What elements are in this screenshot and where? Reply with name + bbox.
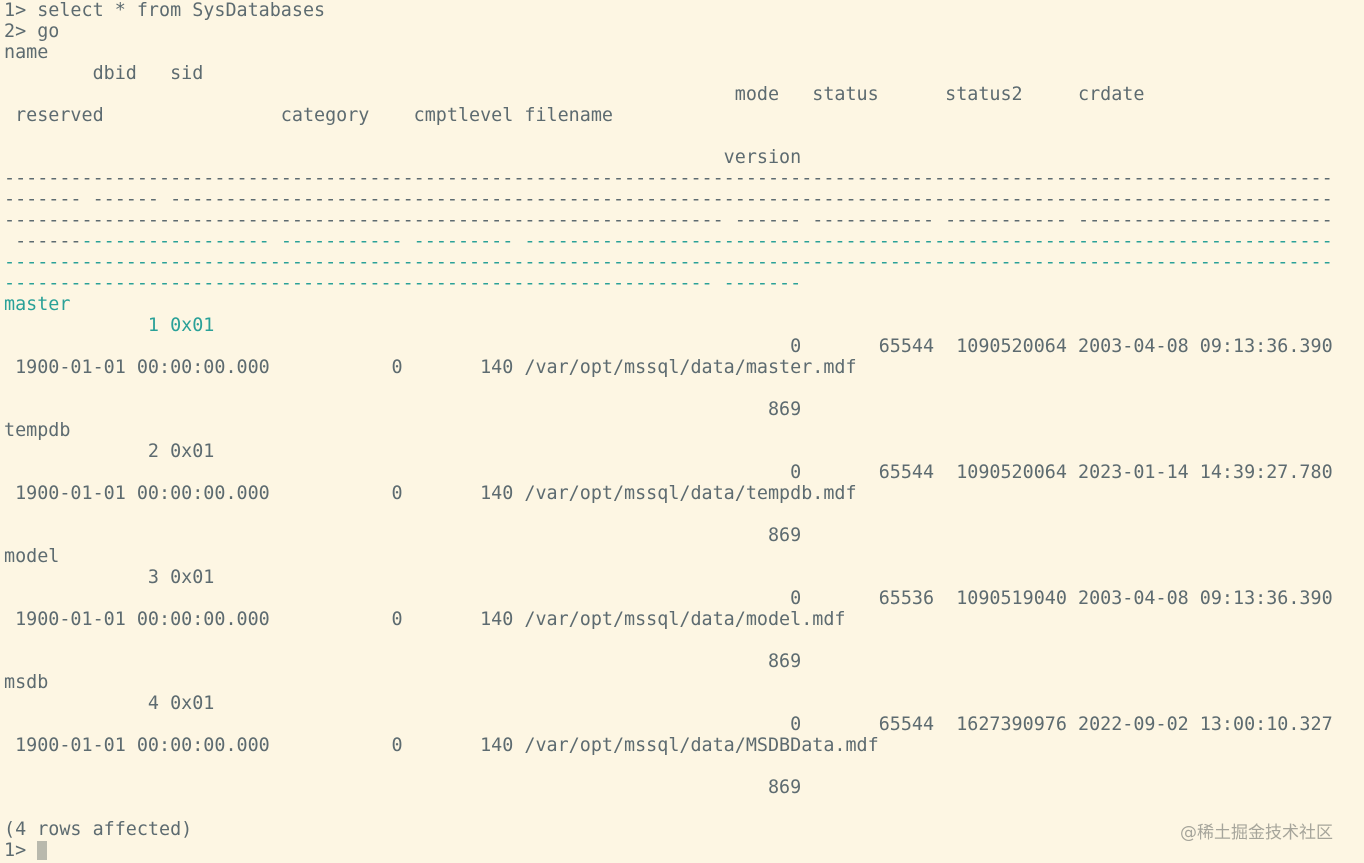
terminal-line: msdb <box>4 672 49 693</box>
terminal-line: tempdb <box>4 420 71 441</box>
terminal-line: 1900-01-01 00:00:00.000 0 140 /var/opt/m… <box>4 609 846 630</box>
terminal-line: 4 0x01 <box>4 693 215 714</box>
terminal-line: reserved category cmptlevel filename <box>4 105 613 126</box>
prompt-line: 1> <box>4 840 1333 861</box>
terminal-line: 0 65544 1090520064 2023-01-14 14:39:27.7… <box>4 462 1333 483</box>
terminal-line: 1900-01-01 00:00:00.000 0 140 /var/opt/m… <box>4 735 879 756</box>
text-cursor <box>37 841 48 860</box>
terminal-line: model <box>4 546 60 567</box>
terminal-line <box>4 798 1333 819</box>
terminal-line: 1 0x01 <box>4 315 215 336</box>
terminal-line <box>4 378 1333 399</box>
terminal-line: ----------------------------------------… <box>4 168 1333 189</box>
terminal-line <box>4 126 1333 147</box>
terminal-line <box>4 756 1333 777</box>
terminal-line: version <box>4 147 802 168</box>
terminal-line: ----------------------- ----------- ----… <box>4 231 1333 252</box>
terminal-output[interactable]: 1> select * from SysDatabases 2> go name d… <box>4 0 1333 861</box>
terminal-line: 0 65544 1090520064 2003-04-08 09:13:36.3… <box>4 336 1333 357</box>
terminal-line <box>4 630 1333 651</box>
terminal-line: ----------------------------------------… <box>4 252 1333 273</box>
terminal-line: 869 <box>4 399 802 420</box>
watermark: @稀土掘金技术社区 <box>1180 823 1333 843</box>
terminal-line: 0 65544 1627390976 2022-09-02 13:00:10.3… <box>4 714 1333 735</box>
terminal-line: 1900-01-01 00:00:00.000 0 140 /var/opt/m… <box>4 483 857 504</box>
terminal-line: 3 0x01 <box>4 567 215 588</box>
terminal-line: 0 65536 1090519040 2003-04-08 09:13:36.3… <box>4 588 1333 609</box>
terminal-line: ------- ------ -------------------------… <box>4 189 1333 210</box>
terminal-line: 1900-01-01 00:00:00.000 0 140 /var/opt/m… <box>4 357 857 378</box>
terminal-line: master <box>4 294 71 315</box>
terminal-line: 2> go <box>4 21 60 42</box>
terminal-line: 869 <box>4 651 802 672</box>
terminal-line: 869 <box>4 777 802 798</box>
terminal-line: 2 0x01 <box>4 441 215 462</box>
terminal-line: name <box>4 42 49 63</box>
terminal-line: 869 <box>4 525 802 546</box>
terminal-line: ----------------------------------------… <box>4 273 802 294</box>
terminal-line <box>4 504 1333 525</box>
terminal-line: dbid sid <box>4 63 204 84</box>
terminal-line: ----------------------------------------… <box>4 210 1333 231</box>
terminal-line: (4 rows affected) <box>4 819 193 840</box>
terminal-line: mode status status2 crdate <box>4 84 1145 105</box>
terminal-line: 1> select * from SysDatabases <box>4 0 326 21</box>
